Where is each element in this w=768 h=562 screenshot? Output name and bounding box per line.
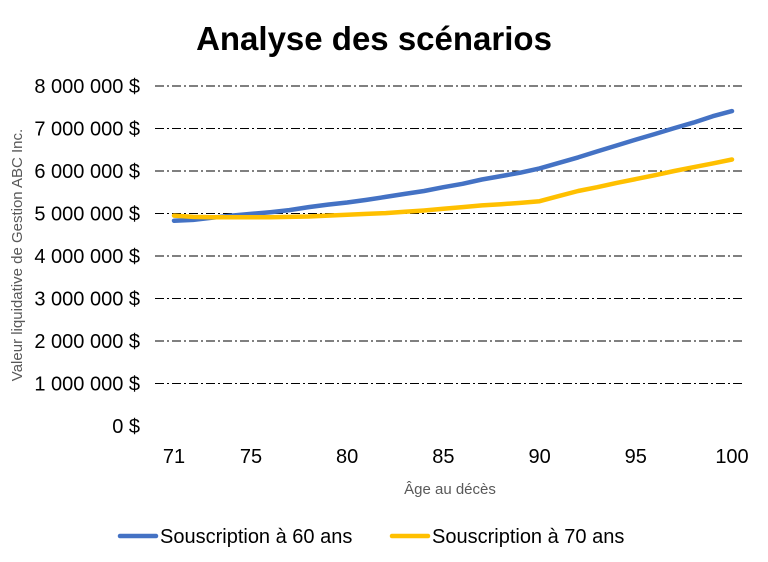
legend-label-1: Souscription à 70 ans: [432, 526, 624, 548]
y-axis-label: Valeur liquidative de Gestion ABC Inc.: [9, 129, 26, 381]
x-tick-label-5: 95: [625, 446, 647, 468]
chart-title: Analyse des scénarios: [196, 20, 552, 57]
x-axis-ticks: 71 75 80 85 90 95 100: [163, 446, 749, 468]
legend: Souscription à 60 ans Souscription à 70 a…: [117, 526, 624, 548]
y-tick-label-8: 8 000 000 $: [34, 76, 140, 98]
x-tick-label-2: 80: [336, 446, 358, 468]
y-axis-ticks: 0 $ 1 000 000 $ 2 000 000 $ 3 000 000 $ 4 00…: [34, 76, 140, 438]
y-tick-label-6: 6 000 000 $: [34, 161, 140, 183]
y-tick-label-7: 7 000 000 $: [34, 119, 140, 141]
y-tick-label-5: 5 000 000 $: [34, 204, 140, 226]
y-tick-label-2: 2 000 000 $: [34, 331, 140, 353]
y-tick-label-1: 1 000 000 $: [34, 374, 140, 396]
x-tick-label-4: 90: [528, 446, 550, 468]
series-line-1: [171, 157, 735, 220]
x-tick-label-6: 100: [715, 446, 748, 468]
y-tick-label-3: 3 000 000 $: [34, 289, 140, 311]
x-tick-label-1: 75: [240, 446, 262, 468]
x-axis-label: Âge au décès: [404, 481, 496, 498]
y-tick-label-4: 4 000 000 $: [34, 246, 140, 268]
series-line-0: [171, 108, 735, 223]
x-tick-label-0: 71: [163, 446, 185, 468]
x-tick-label-3: 85: [432, 446, 454, 468]
legend-label-0: Souscription à 60 ans: [160, 526, 352, 548]
gridlines: [155, 85, 742, 384]
y-tick-label-0: 0 $: [112, 416, 140, 438]
series-lines: [171, 108, 735, 223]
